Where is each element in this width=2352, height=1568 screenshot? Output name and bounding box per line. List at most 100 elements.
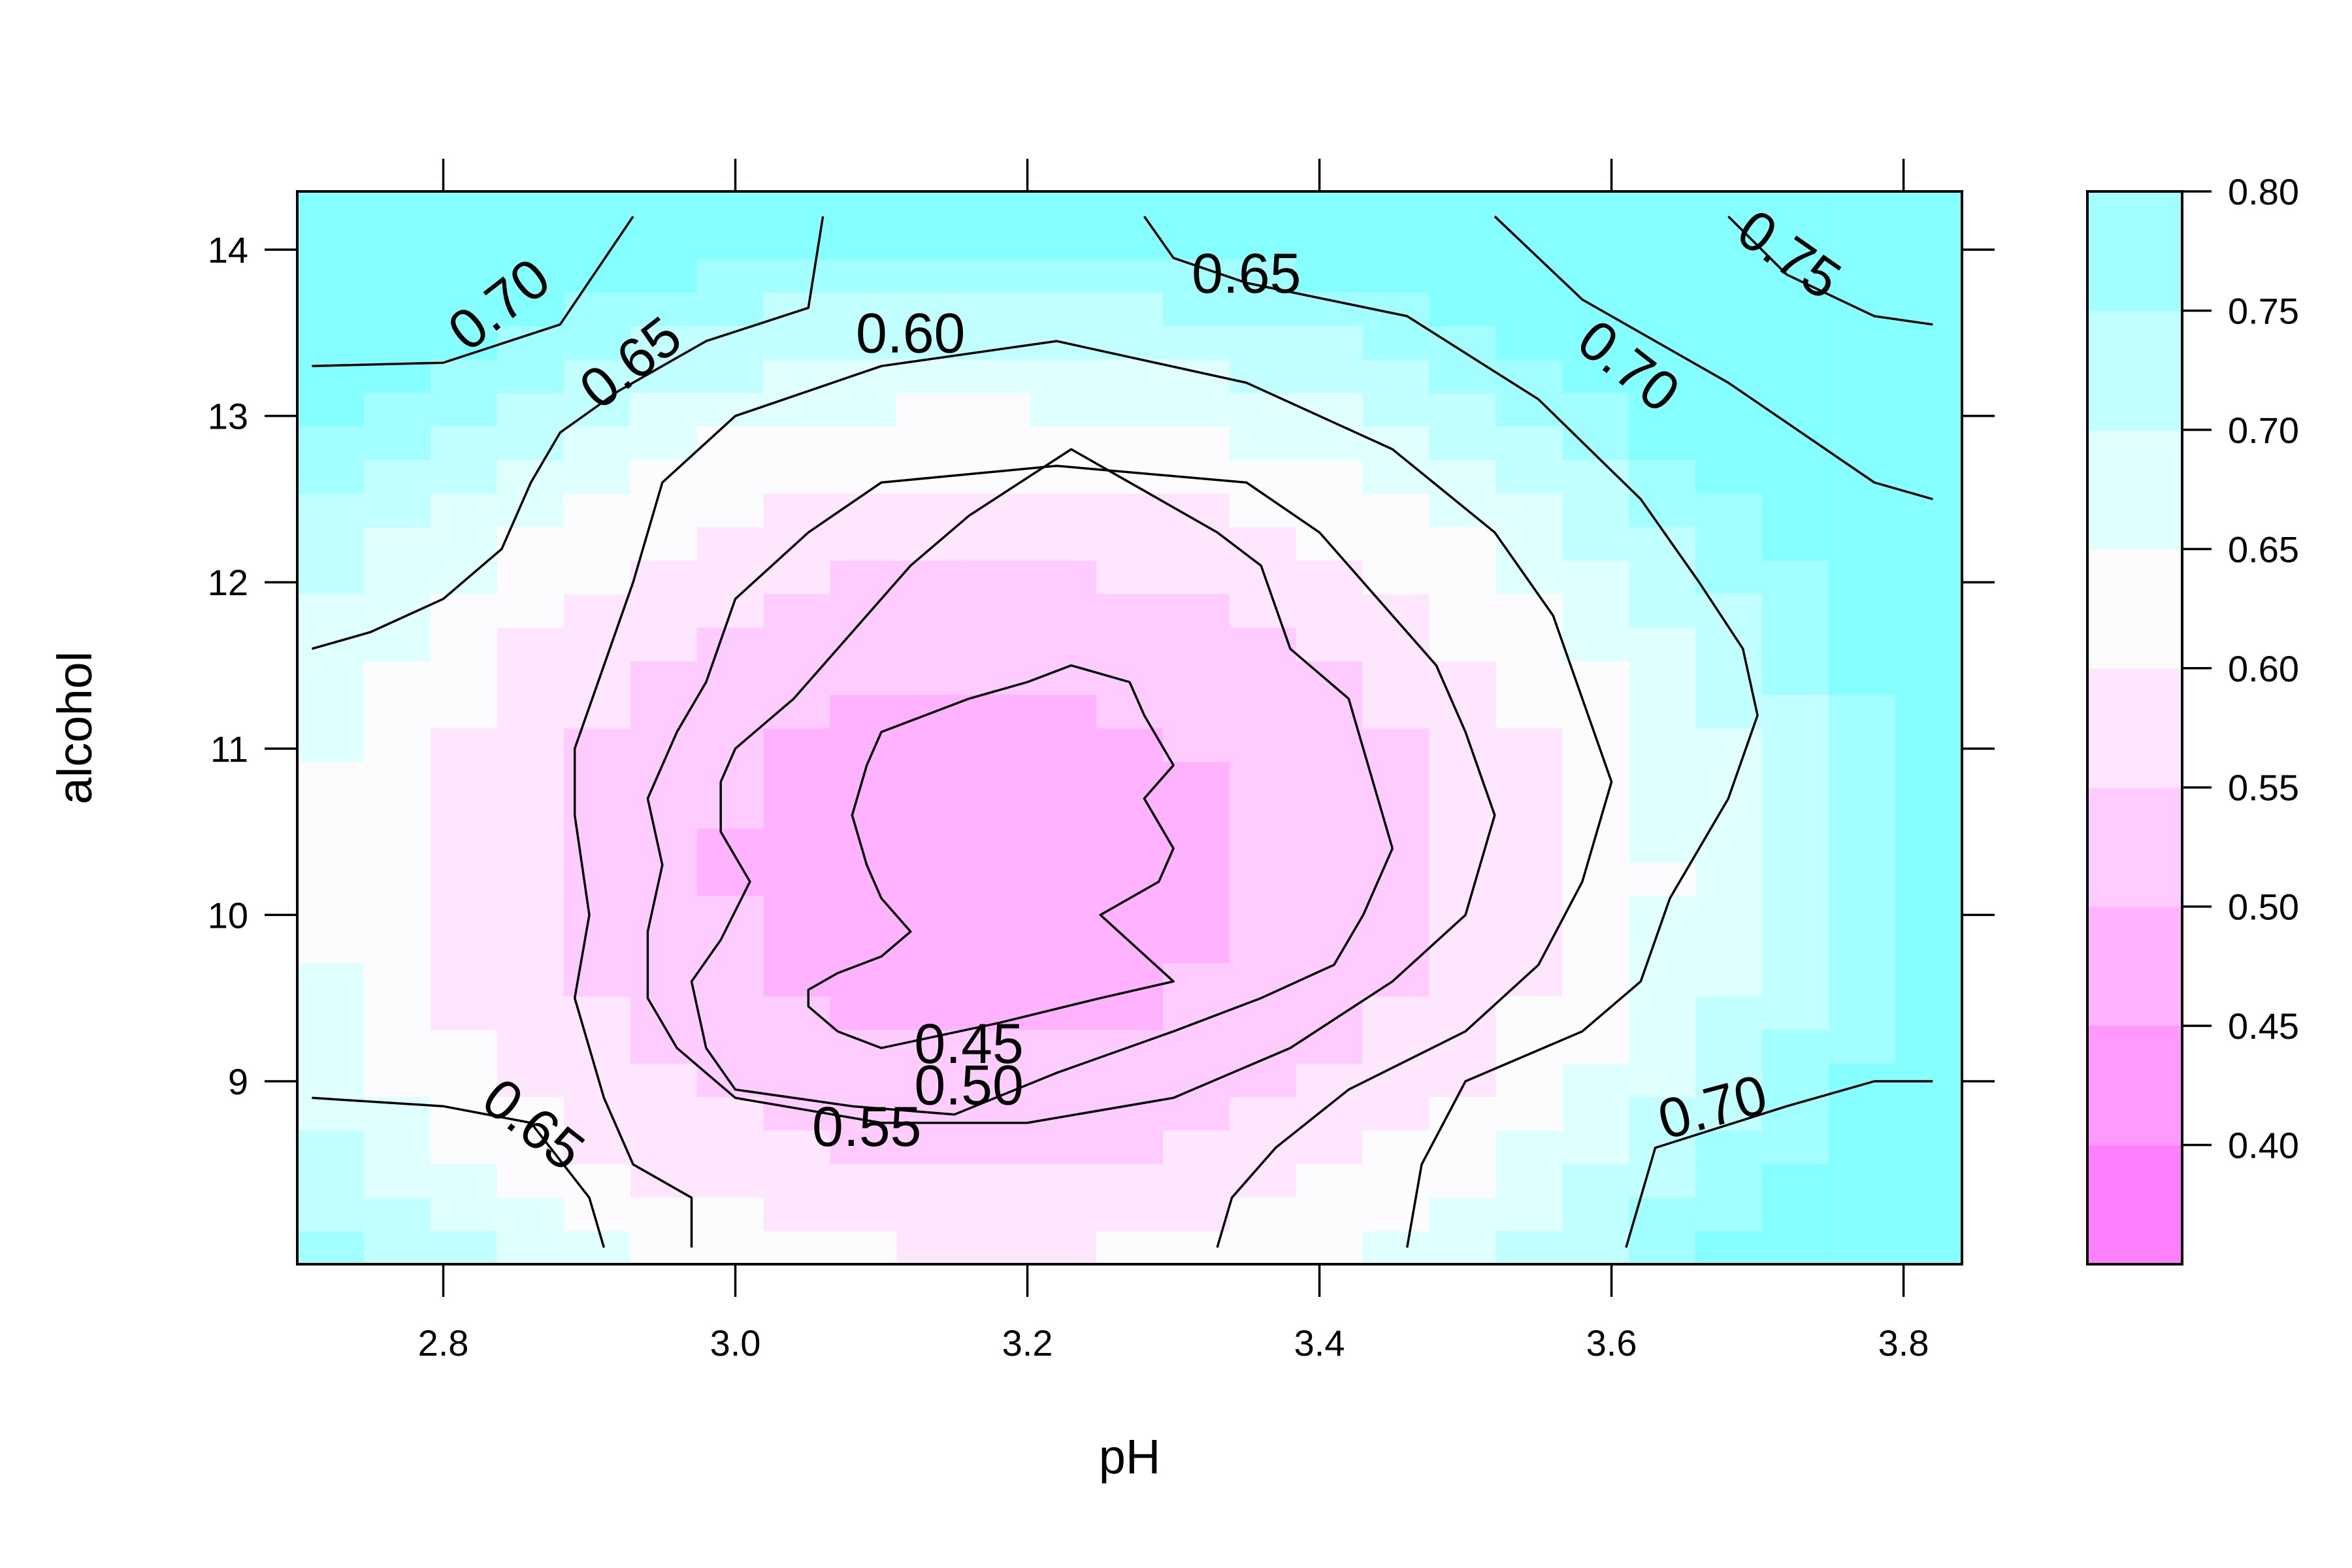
heat-cell bbox=[1895, 627, 1963, 662]
heat-cell bbox=[363, 1029, 431, 1064]
heat-cell bbox=[1362, 728, 1430, 762]
contour-lines bbox=[311, 215, 1933, 1248]
heat-cell bbox=[1495, 1029, 1563, 1064]
heat-cell bbox=[896, 1164, 964, 1198]
heat-cell bbox=[1429, 1230, 1497, 1265]
heat-cell bbox=[1296, 1029, 1364, 1064]
heat-cell bbox=[1829, 1130, 1896, 1164]
heat-cell bbox=[1762, 928, 1829, 963]
heat-cell bbox=[1829, 1197, 1896, 1232]
heat-cell bbox=[1429, 225, 1497, 259]
heat-cell bbox=[563, 191, 631, 226]
heat-cell bbox=[1495, 325, 1563, 360]
heat-cell bbox=[1562, 728, 1630, 762]
heat-cell bbox=[896, 426, 964, 461]
heat-cell bbox=[1030, 560, 1097, 595]
heat-cell bbox=[1229, 560, 1297, 595]
heat-cell bbox=[1629, 560, 1697, 595]
heat-cell bbox=[630, 761, 698, 796]
heat-cell bbox=[630, 593, 698, 628]
heat-cell bbox=[630, 426, 698, 461]
heat-cell bbox=[1429, 527, 1497, 561]
heat-cell bbox=[1562, 895, 1630, 930]
heat-cell bbox=[363, 560, 431, 595]
heat-cell bbox=[1895, 1029, 1963, 1064]
x-tick-label: 3.0 bbox=[710, 1322, 761, 1364]
heat-cell bbox=[696, 895, 764, 930]
heat-cell bbox=[696, 291, 764, 326]
heat-cell bbox=[1096, 459, 1164, 494]
heat-cell bbox=[497, 593, 564, 628]
heat-cell bbox=[1895, 1130, 1963, 1164]
heat-cell bbox=[963, 1096, 1030, 1131]
colorkey-swatch bbox=[2087, 1145, 2182, 1265]
heat-cell bbox=[1096, 325, 1164, 360]
heat-cell bbox=[1296, 1197, 1364, 1232]
heat-cell bbox=[563, 527, 631, 561]
heat-cell bbox=[1296, 627, 1364, 662]
heat-cell bbox=[1429, 258, 1497, 293]
contour-label: 0.60 bbox=[856, 302, 965, 365]
heat-cell bbox=[1362, 493, 1430, 527]
heat-cell bbox=[763, 593, 831, 628]
heat-cell bbox=[830, 1096, 898, 1131]
heat-cell bbox=[497, 661, 564, 695]
heat-cell bbox=[1163, 794, 1230, 829]
heat-cell bbox=[1629, 761, 1697, 796]
heat-cell bbox=[1495, 828, 1563, 862]
heat-cell bbox=[1429, 728, 1497, 762]
heat-cell bbox=[1429, 392, 1497, 427]
heat-cell bbox=[696, 426, 764, 461]
heat-cell bbox=[1895, 828, 1963, 862]
heat-cell bbox=[1030, 527, 1097, 561]
heat-cell bbox=[430, 996, 498, 1030]
heat-cell bbox=[763, 627, 831, 662]
heat-cell bbox=[630, 392, 698, 427]
contour-line bbox=[646, 465, 1496, 1124]
heat-cell bbox=[1096, 828, 1164, 862]
heat-cell bbox=[1229, 728, 1297, 762]
colorkey-frame bbox=[2086, 190, 2183, 1266]
heat-cell bbox=[497, 225, 564, 259]
heat-cell bbox=[297, 761, 365, 796]
heat-cell bbox=[1629, 1096, 1697, 1131]
heat-cell bbox=[1495, 627, 1563, 662]
heat-cell bbox=[1495, 928, 1563, 963]
heat-cell bbox=[1163, 627, 1230, 662]
heat-cell bbox=[763, 694, 831, 728]
heat-cell bbox=[1495, 1230, 1563, 1265]
colorkey-swatch bbox=[2087, 191, 2182, 311]
heat-cell bbox=[1562, 560, 1630, 595]
heat-cell bbox=[1629, 895, 1697, 930]
heat-cell bbox=[1829, 895, 1896, 930]
heat-cell bbox=[1762, 895, 1829, 930]
heat-cell bbox=[1429, 359, 1497, 393]
heat-cell bbox=[630, 928, 698, 963]
heat-cell bbox=[1096, 191, 1164, 226]
heat-cell bbox=[963, 325, 1030, 360]
heat-cell bbox=[1629, 593, 1697, 628]
heat-cell bbox=[696, 191, 764, 226]
heat-cell bbox=[563, 627, 631, 662]
heat-cell bbox=[896, 258, 964, 293]
heat-cell bbox=[830, 1197, 898, 1232]
heat-cell bbox=[497, 928, 564, 963]
heat-cell bbox=[497, 761, 564, 796]
heat-cell bbox=[696, 459, 764, 494]
heat-cell bbox=[630, 1029, 698, 1064]
heat-cell bbox=[1229, 426, 1297, 461]
heat-cell bbox=[1096, 1063, 1164, 1098]
heat-cell bbox=[430, 191, 498, 226]
heat-cell bbox=[363, 258, 431, 293]
heat-cell bbox=[1762, 996, 1829, 1030]
heat-cell bbox=[1096, 761, 1164, 796]
colorkey-tick-label: 0.40 bbox=[2228, 1125, 2299, 1166]
heat-cell bbox=[1096, 527, 1164, 561]
heat-cell bbox=[630, 493, 698, 527]
heat-cell bbox=[1296, 962, 1364, 997]
heat-cell bbox=[630, 627, 698, 662]
heat-cell bbox=[297, 593, 365, 628]
colorkey-tick-label: 0.60 bbox=[2228, 648, 2299, 689]
heat-cell bbox=[830, 728, 898, 762]
heat-cell bbox=[563, 1063, 631, 1098]
